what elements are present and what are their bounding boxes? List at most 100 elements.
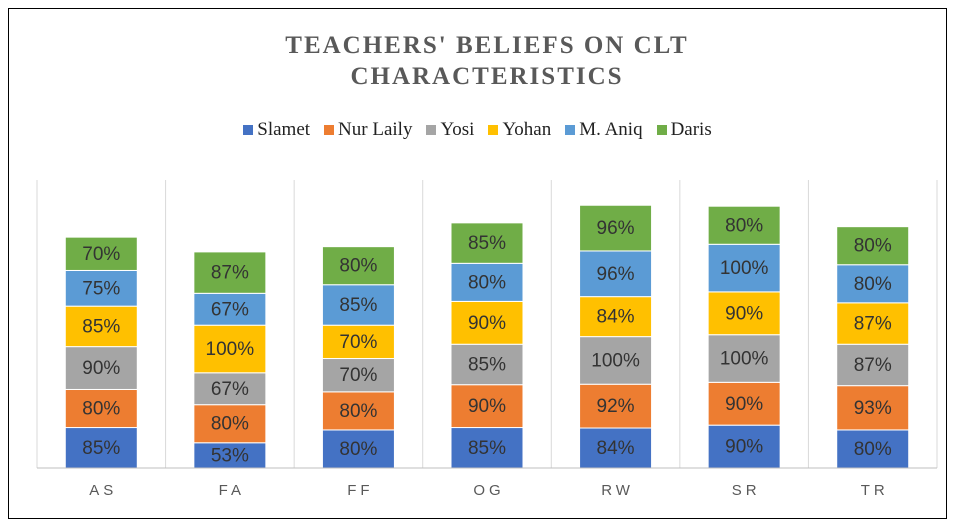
bar-segment xyxy=(579,250,653,298)
legend-swatch xyxy=(565,125,576,135)
data-label: 80% xyxy=(211,414,249,435)
bar-segment xyxy=(321,391,395,431)
data-label: 100% xyxy=(591,350,640,371)
bar-segment xyxy=(450,384,524,429)
legend-label: Nur Laily xyxy=(338,119,413,140)
legend-label: M. Aniq xyxy=(579,119,643,140)
bar-segment xyxy=(450,262,524,302)
data-label: 87% xyxy=(211,263,249,284)
chart-title: TEACHERS' BELIEFS ON CLT CHARACTERISTICS xyxy=(285,32,689,90)
data-label: 100% xyxy=(720,258,769,279)
data-label: 70% xyxy=(82,244,120,265)
legend-label: Yosi xyxy=(440,119,475,140)
bar-segment xyxy=(64,346,138,390)
data-label: 80% xyxy=(854,439,892,460)
legend-label: Slamet xyxy=(257,119,311,140)
data-label: 90% xyxy=(82,358,120,379)
data-label: 75% xyxy=(82,278,120,299)
bar-segment xyxy=(193,442,267,469)
data-label: 90% xyxy=(468,313,506,334)
data-label: 90% xyxy=(725,437,763,458)
bar-segment xyxy=(836,302,910,345)
bar-segment xyxy=(193,251,267,294)
data-label: 87% xyxy=(854,355,892,376)
data-label: 70% xyxy=(339,332,377,353)
legend-swatch xyxy=(656,125,667,135)
data-label: 67% xyxy=(211,299,249,320)
chart-border xyxy=(8,8,947,519)
x-tick-label: OG xyxy=(473,482,504,499)
bar-segment xyxy=(836,429,910,469)
bar-segment xyxy=(321,284,395,326)
bar-segment xyxy=(321,324,395,360)
legend-item: Yosi xyxy=(426,119,474,141)
bar-segment xyxy=(836,264,910,304)
bar-segment xyxy=(579,427,653,469)
legend-item: Yohan xyxy=(488,119,551,141)
data-label: 87% xyxy=(854,314,892,335)
bar-segment xyxy=(450,300,524,345)
data-label: 80% xyxy=(82,399,120,420)
legend-swatch xyxy=(324,125,335,135)
bar-segment xyxy=(64,236,138,271)
legend-swatch xyxy=(243,125,254,135)
bar-segment xyxy=(707,381,781,426)
data-label: 80% xyxy=(339,439,377,460)
data-label: 96% xyxy=(597,218,635,239)
bar-segment xyxy=(193,404,267,444)
bar-segment xyxy=(64,305,138,348)
data-label: 84% xyxy=(597,307,635,328)
data-label: 92% xyxy=(597,396,635,417)
legend-item: M. Aniq xyxy=(565,119,643,141)
data-label: 80% xyxy=(854,236,892,257)
legend-item: Nur Laily xyxy=(324,119,412,141)
data-label: 90% xyxy=(468,396,506,417)
bar-segment xyxy=(321,246,395,286)
x-tick-label: SR xyxy=(732,482,761,499)
bar-segment xyxy=(193,292,267,326)
data-label: 85% xyxy=(468,233,506,254)
x-tick-label: TR xyxy=(861,482,889,499)
data-label: 85% xyxy=(82,438,120,459)
data-label: 85% xyxy=(468,354,506,375)
legend-label: Yohan xyxy=(502,119,552,140)
bar-segment xyxy=(579,204,653,252)
bar-segment xyxy=(707,205,781,245)
bar-segment xyxy=(707,424,781,469)
data-label: 80% xyxy=(854,274,892,295)
bar-segment xyxy=(64,269,138,307)
data-label: 93% xyxy=(854,398,892,419)
data-label: 80% xyxy=(725,215,763,236)
data-label: 90% xyxy=(725,303,763,324)
legend-item: Slamet xyxy=(243,119,310,141)
x-tick-label: FA xyxy=(219,482,245,499)
bar-segment xyxy=(579,383,653,429)
data-label: 100% xyxy=(206,339,255,360)
data-label: 70% xyxy=(339,365,377,386)
x-tick-label: RW xyxy=(601,482,634,499)
bar-segment xyxy=(321,429,395,469)
bar-segment xyxy=(450,222,524,264)
data-label: 100% xyxy=(720,349,769,370)
data-label: 53% xyxy=(211,445,249,466)
data-label: 85% xyxy=(82,316,120,337)
bar-segment xyxy=(450,343,524,386)
data-label: 90% xyxy=(725,394,763,415)
bar-segment xyxy=(193,372,267,406)
legend-item: Daris xyxy=(656,119,712,141)
bar-segment xyxy=(579,336,653,385)
bar-segment xyxy=(836,226,910,266)
bar-segment xyxy=(450,427,524,469)
data-label: 85% xyxy=(468,438,506,459)
data-label: 84% xyxy=(597,438,635,459)
legend-swatch xyxy=(426,125,437,135)
bar-segment xyxy=(64,388,138,429)
x-tick-label: AS xyxy=(89,482,117,499)
legend: Slamet Nur Laily Yosi Yohan M. Aniq Daris xyxy=(0,119,955,141)
legend-label: Daris xyxy=(670,119,712,140)
x-tick-label: FF xyxy=(347,482,373,499)
bar-segment xyxy=(707,291,781,336)
bar-segment xyxy=(193,324,267,374)
